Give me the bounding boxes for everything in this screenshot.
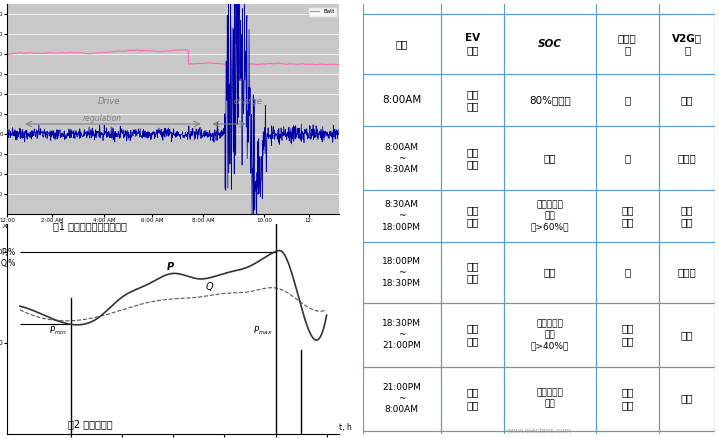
Text: 图1 电动汽车并网例子分析: 图1 电动汽车并网例子分析 (53, 221, 127, 231)
Text: 18:30PM
~
21:00PM: 18:30PM ~ 21:00PM (383, 319, 421, 350)
Text: 图2 日负荷曲线: 图2 日负荷曲线 (68, 419, 112, 429)
Text: 时间: 时间 (395, 39, 408, 49)
Text: SOC: SOC (538, 39, 562, 49)
Text: 8:00AM: 8:00AM (383, 95, 421, 105)
Text: 晚间
峰荷: 晚间 峰荷 (621, 324, 633, 346)
Text: 下班
用车: 下班 用车 (466, 261, 479, 283)
Text: Q: Q (205, 282, 213, 292)
Text: 18:00PM
~
18:30PM: 18:00PM ~ 18:30PM (383, 257, 421, 288)
Text: 中: 中 (624, 153, 631, 163)
Text: 未接入: 未接入 (678, 153, 697, 163)
Text: 8:30AM
~
18:00PM: 8:30AM ~ 18:00PM (383, 200, 421, 232)
Text: 午间
峰荷: 午间 峰荷 (621, 205, 633, 227)
Text: 下降: 下降 (544, 267, 556, 277)
Text: $P_{min}$: $P_{min}$ (50, 325, 67, 337)
Text: 上班
用车: 上班 用车 (466, 147, 479, 170)
Text: 21:00PM
~
8:00AM: 21:00PM ~ 8:00AM (383, 383, 421, 414)
Text: 80%及以上: 80%及以上 (529, 95, 571, 105)
Text: Q,%: Q,% (1, 259, 16, 268)
Text: charge: charge (234, 97, 262, 106)
Text: P: P (167, 262, 174, 272)
Text: V2G状
态: V2G状 态 (672, 33, 702, 55)
Text: 代理商智能
调度: 代理商智能 调度 (536, 389, 563, 409)
Text: 未接入: 未接入 (678, 267, 697, 277)
Text: 中: 中 (624, 95, 631, 105)
Text: 夜间
谷荷: 夜间 谷荷 (621, 387, 633, 410)
Text: 中: 中 (624, 267, 631, 277)
Text: 先充
后放: 先充 后放 (681, 205, 693, 227)
Text: www.elecfans.com: www.elecfans.com (507, 427, 572, 434)
Text: 8:00AM
~
8:30AM: 8:00AM ~ 8:30AM (385, 142, 419, 174)
Text: 代理商智能
调度
（>60%）: 代理商智能 调度 （>60%） (531, 200, 569, 232)
Legend: Batt: Batt (308, 7, 336, 17)
Text: P,%: P,% (1, 248, 15, 257)
Text: 电网负
荷: 电网负 荷 (618, 33, 637, 55)
Text: 准备
上班: 准备 上班 (466, 89, 479, 112)
Text: 下降: 下降 (544, 153, 556, 163)
Text: Drive: Drive (98, 97, 120, 106)
Text: regulation: regulation (83, 114, 122, 123)
Text: t, h: t, h (339, 423, 352, 432)
Text: $P_{max}$: $P_{max}$ (253, 325, 273, 337)
Text: 充电: 充电 (681, 394, 693, 403)
Text: 公司
停驶: 公司 停驶 (466, 205, 479, 227)
Text: 放电: 放电 (681, 330, 693, 340)
Text: 小区
停驶: 小区 停驶 (466, 387, 479, 410)
Text: 充电: 充电 (681, 95, 693, 105)
Text: EV
状态: EV 状态 (464, 33, 480, 55)
Text: 小区
停驶: 小区 停驶 (466, 324, 479, 346)
Text: 代理商智能
调度
（>40%）: 代理商智能 调度 （>40%） (531, 319, 569, 350)
